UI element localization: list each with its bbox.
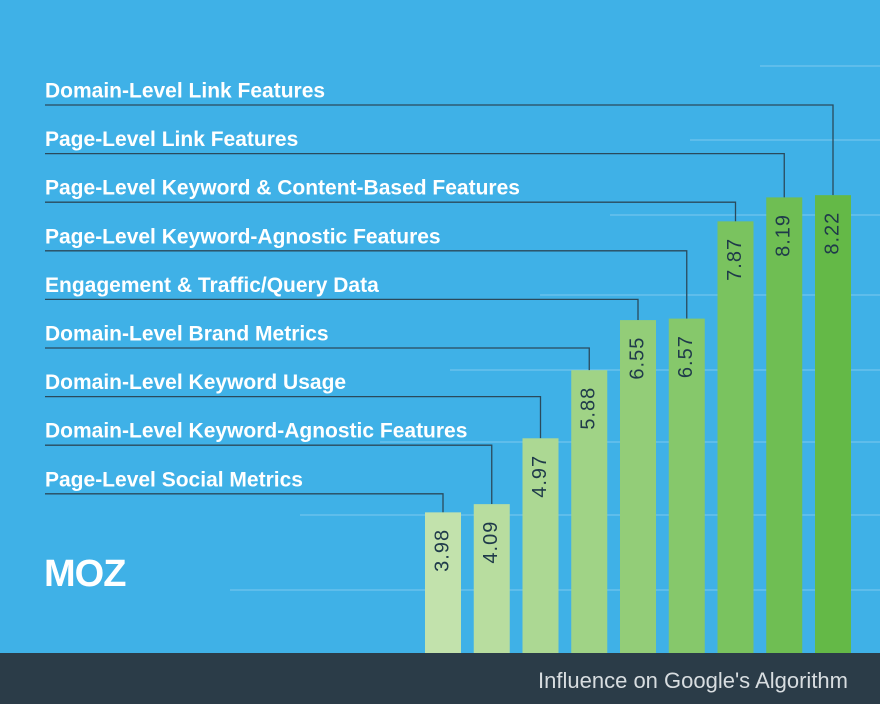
category-label: Page-Level Social Metrics [45,468,303,491]
caption: Influence on Google's Algorithm [538,668,848,693]
category-label: Page-Level Keyword-Agnostic Features [45,225,441,248]
value-label: 3.98 [431,529,453,572]
bar [571,370,608,653]
category-label: Domain-Level Keyword Usage [45,371,346,394]
connector [45,152,785,198]
logo: MOZ [44,553,126,595]
category-label: Domain-Level Brand Metrics [45,323,329,346]
bar [473,504,510,653]
connector [45,347,590,371]
value-label: 6.55 [626,337,648,380]
bar [766,197,803,654]
value-label: 8.22 [821,212,843,255]
bar [668,318,705,653]
bar [717,221,754,653]
value-label: 5.88 [578,387,600,430]
category-label: Domain-Level Keyword-Agnostic Features [45,420,467,443]
value-label: 4.09 [480,521,502,564]
bar [522,438,559,653]
bar [620,320,656,653]
connector [45,201,737,222]
connector [45,104,834,196]
value-label: 4.97 [529,455,551,498]
category-label: Page-Level Link Features [45,128,298,151]
category-label: Page-Level Keyword & Content-Based Featu… [45,177,520,200]
bar [815,195,851,653]
connector [45,395,542,439]
connector [45,298,639,321]
footer-bar [0,653,880,704]
value-label: 8.19 [773,214,795,257]
category-label: Engagement & Traffic/Query Data [45,274,379,297]
connector [45,444,493,505]
value-label: 7.87 [724,238,746,281]
value-label: 6.57 [675,335,697,378]
bar [425,512,461,653]
connector [45,250,688,319]
connector [45,493,444,513]
category-label: Domain-Level Link Features [45,80,325,103]
